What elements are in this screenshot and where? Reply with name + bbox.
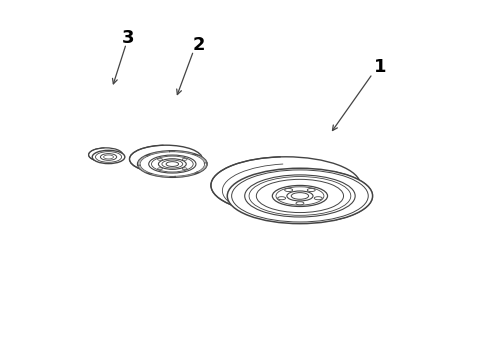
Ellipse shape (104, 155, 113, 159)
Ellipse shape (138, 151, 207, 177)
Polygon shape (175, 174, 195, 177)
Ellipse shape (162, 160, 183, 168)
Text: 3: 3 (122, 29, 134, 47)
Ellipse shape (232, 170, 368, 222)
Ellipse shape (314, 197, 322, 200)
Ellipse shape (166, 162, 178, 166)
Polygon shape (197, 156, 207, 163)
Ellipse shape (272, 185, 327, 207)
Ellipse shape (256, 179, 343, 212)
Polygon shape (150, 174, 170, 177)
Ellipse shape (245, 175, 355, 217)
Ellipse shape (149, 155, 196, 173)
Ellipse shape (307, 189, 315, 192)
Ellipse shape (249, 176, 351, 215)
Ellipse shape (96, 152, 122, 162)
Text: 1: 1 (373, 58, 386, 76)
Ellipse shape (287, 191, 313, 201)
Ellipse shape (92, 150, 125, 163)
Polygon shape (138, 156, 147, 163)
Ellipse shape (291, 193, 309, 199)
Text: 2: 2 (193, 36, 205, 54)
Ellipse shape (276, 187, 324, 205)
Ellipse shape (285, 189, 293, 192)
Ellipse shape (227, 168, 372, 224)
Ellipse shape (129, 145, 202, 173)
Ellipse shape (278, 197, 286, 200)
Ellipse shape (182, 168, 187, 170)
Ellipse shape (296, 202, 304, 205)
Ellipse shape (158, 158, 163, 160)
Ellipse shape (151, 156, 193, 172)
Polygon shape (175, 151, 195, 154)
Ellipse shape (140, 152, 205, 176)
Ellipse shape (158, 168, 163, 170)
Ellipse shape (211, 157, 361, 214)
Polygon shape (138, 165, 147, 172)
Ellipse shape (100, 154, 117, 160)
Ellipse shape (182, 158, 187, 160)
Polygon shape (197, 165, 207, 172)
Polygon shape (150, 151, 170, 154)
Ellipse shape (89, 148, 123, 162)
Ellipse shape (158, 159, 186, 169)
